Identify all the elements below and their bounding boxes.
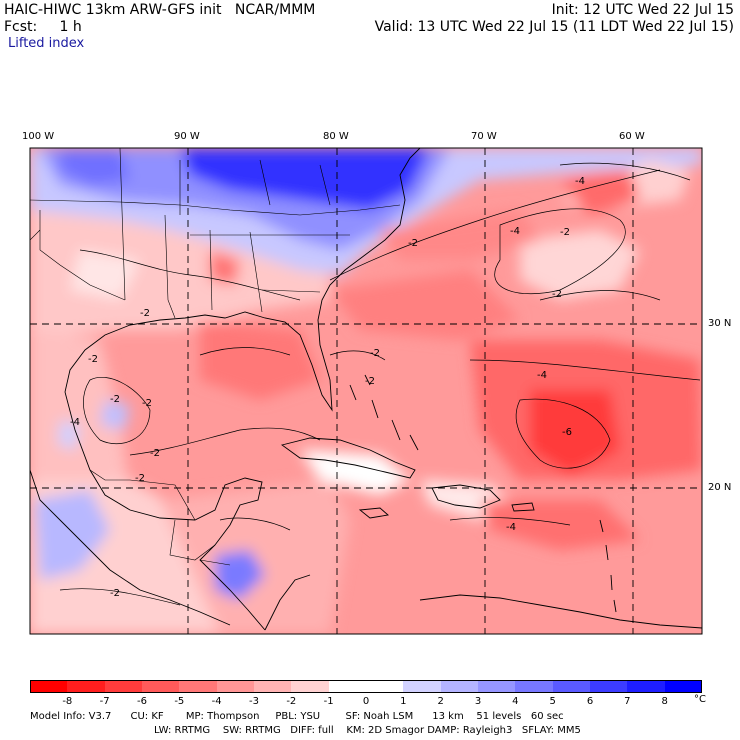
contour-label: -4 — [575, 176, 585, 187]
lon-label-70w: 70 W — [471, 131, 497, 142]
contour-label: -4 — [506, 522, 516, 533]
colorbar-tick-label: -1 — [323, 696, 334, 707]
colorbar-tick-label: 8 — [661, 696, 668, 707]
colorbar-swatch — [440, 680, 479, 693]
colorbar-swatch — [179, 680, 218, 693]
coastlines — [30, 148, 702, 631]
colorbar-swatch — [142, 680, 180, 693]
contour-label: -2 — [370, 348, 380, 359]
map-frame — [29, 147, 703, 635]
valid-time: Valid: 13 UTC Wed 22 Jul 15 (11 LDT Wed … — [374, 19, 734, 35]
colorbar-swatch — [590, 680, 628, 693]
colorbar-tick-label: -8 — [62, 696, 73, 707]
contour-label: -2 — [560, 227, 570, 238]
colorbar-tick-label: 4 — [512, 696, 519, 707]
colorbar-swatch — [515, 680, 554, 693]
colorbar-tick-label: 5 — [549, 696, 556, 707]
contour-label: -2 — [150, 448, 160, 459]
contour-label: -2 — [135, 473, 145, 484]
contour-labels: -2 -4 -2 -4 -2 -2 -2 -2 -2 -2 -2 -2 -4 -… — [70, 176, 585, 599]
init-time: Init: 12 UTC Wed 22 Jul 15 — [551, 2, 734, 18]
contour-label: -2 — [408, 238, 418, 249]
colorbar-tick-label: -6 — [137, 696, 147, 707]
contour-label: -6 — [562, 427, 572, 438]
lat-label-30n: 30 N — [708, 318, 732, 329]
contour-label: -2 — [140, 308, 150, 319]
colorbar-tick-label: -7 — [99, 696, 110, 707]
lon-label-100w: 100 W — [22, 131, 55, 142]
contour-label: -2 — [365, 376, 375, 387]
lon-label-80w: 80 W — [323, 131, 349, 142]
contour-label: -2 — [552, 289, 562, 300]
colorbar-swatch — [627, 680, 666, 693]
contour-label: -4 — [537, 370, 547, 381]
lat-lon-grid — [30, 148, 702, 634]
colorbar-swatch — [403, 680, 442, 693]
colorbar-tick-label: -5 — [174, 696, 185, 707]
colorbar-swatch — [216, 680, 255, 693]
forecast-hour: Fcst: 1 h — [4, 19, 82, 35]
contour-label: -2 — [88, 354, 98, 365]
colorbar-swatch — [478, 680, 516, 693]
colorbar-tick-label: 2 — [437, 696, 444, 707]
lon-label-60w: 60 W — [619, 131, 645, 142]
colorbar-tick-label: 6 — [586, 696, 594, 707]
lon-label-90w: 90 W — [174, 131, 200, 142]
colorbar-tick-label: -3 — [249, 696, 259, 707]
colorbar-swatch — [104, 680, 143, 693]
colorbar-swatch — [552, 680, 591, 693]
political-borders — [30, 148, 401, 566]
colorbar-swatch — [328, 680, 367, 693]
colorbar-swatch — [67, 680, 106, 693]
lat-label-20n: 20 N — [708, 482, 732, 493]
field-label: Lifted index — [8, 36, 85, 51]
field-shading — [30, 148, 702, 634]
colorbar-swatch — [30, 680, 68, 693]
contours — [59, 162, 701, 606]
model-info-line1: Model Info: V3.7 CU: KF MP: Thompson PBL… — [30, 711, 564, 722]
colorbar-tick-label: 1 — [400, 696, 407, 707]
colorbar-tick-label: -4 — [211, 696, 222, 707]
colorbar-tick-label: -2 — [286, 696, 297, 707]
contour-label: -2 — [110, 588, 120, 599]
colorbar-tick-label: 3 — [474, 696, 482, 707]
contour-label: -2 — [142, 398, 152, 409]
colorbar-tick-label: 0 — [362, 696, 370, 707]
colorbar-swatch — [291, 680, 330, 693]
contour-label: -2 — [110, 394, 120, 405]
colorbar-swatch — [664, 680, 703, 693]
contour-label: -4 — [70, 417, 80, 428]
colorbar-tick-label: 7 — [624, 696, 631, 707]
model-title: HAIC-HIWC 13km ARW-GFS init NCAR/MMM — [4, 2, 316, 18]
colorbar-swatch — [254, 680, 292, 693]
colorbar-swatch — [366, 680, 404, 693]
contour-label: -4 — [510, 226, 520, 237]
model-info-line2: LW: RRTMG SW: RRTMG DIFF: full KM: 2D Sm… — [154, 725, 581, 736]
colorbar-unit: °C — [694, 694, 706, 705]
